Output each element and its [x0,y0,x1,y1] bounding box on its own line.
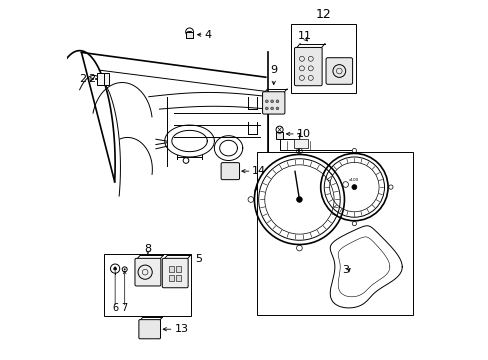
Text: 10: 10 [296,129,310,139]
Bar [176,275,181,281]
Circle shape [276,107,278,110]
Text: 13: 13 [174,324,188,334]
Bar [97,73,103,85]
Text: 4: 4 [204,30,211,40]
Text: 2: 2 [88,74,96,84]
FancyBboxPatch shape [139,320,160,339]
Bar [276,132,282,139]
Text: 7: 7 [122,303,127,313]
Circle shape [124,269,125,270]
FancyBboxPatch shape [135,258,161,286]
FancyBboxPatch shape [162,258,188,288]
Circle shape [270,107,273,110]
Bar [169,266,174,272]
Bar [186,32,192,37]
Text: 3: 3 [342,265,348,275]
Bar [293,139,307,148]
FancyBboxPatch shape [294,48,322,86]
Circle shape [114,267,116,270]
FancyBboxPatch shape [221,163,239,180]
Text: 1: 1 [295,133,303,143]
Text: 12: 12 [315,8,330,21]
Bar [256,152,412,315]
Text: 8: 8 [144,244,151,254]
Bar [176,266,181,272]
Text: x100: x100 [348,178,359,182]
Circle shape [296,197,302,202]
Circle shape [190,31,191,32]
Bar [104,73,109,85]
Text: 14: 14 [252,166,266,176]
Circle shape [265,107,268,110]
Circle shape [351,185,356,190]
Bar [290,24,355,93]
Text: 5: 5 [195,255,202,265]
Bar [169,275,174,281]
Circle shape [265,100,268,103]
Bar [104,255,191,316]
FancyBboxPatch shape [262,92,285,114]
Circle shape [187,31,188,32]
Circle shape [276,100,278,103]
Text: 2: 2 [79,74,86,84]
Text: 6: 6 [112,303,118,313]
Text: 11: 11 [297,31,311,41]
Circle shape [270,100,273,103]
Circle shape [188,31,190,32]
Text: 9: 9 [270,66,277,76]
FancyBboxPatch shape [325,58,352,84]
